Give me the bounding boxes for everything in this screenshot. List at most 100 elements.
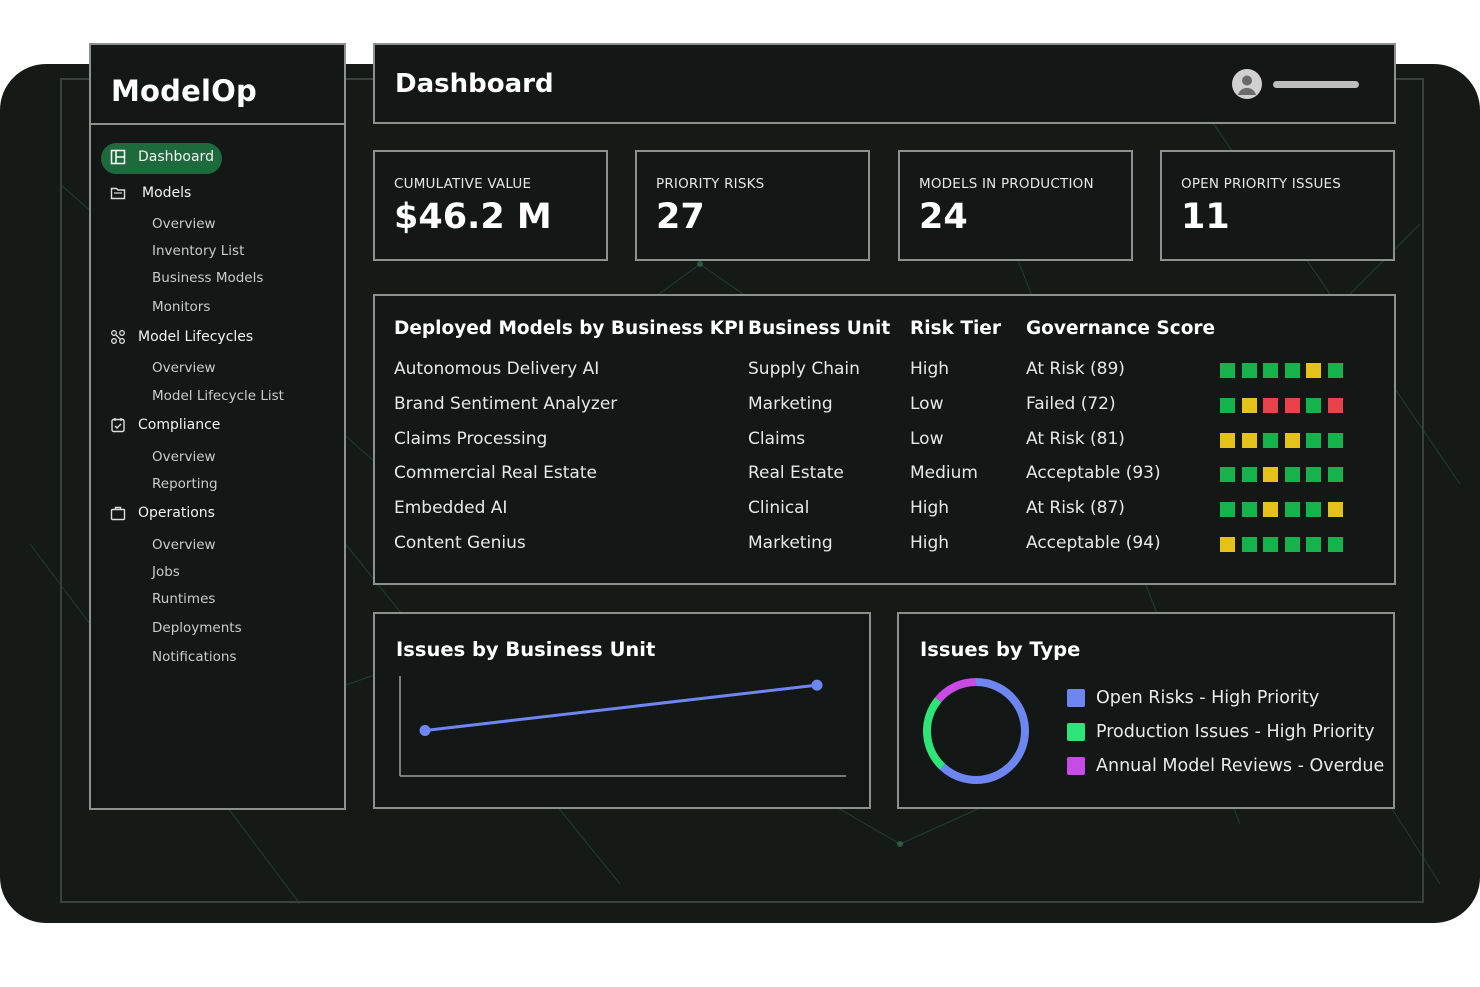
score-square-yellow (1327, 502, 1343, 518)
stat-label: PRIORITY RISKS (656, 176, 765, 192)
legend-swatch (1067, 689, 1085, 707)
deployed-models-table: Deployed Models by Business KPI Business… (373, 294, 1396, 585)
sidebar-item-label: Model Lifecycles (138, 329, 254, 345)
table-cell-score: Acceptable (93) (1026, 463, 1161, 484)
table-cell-unit: Marketing (748, 393, 833, 414)
table-cell-score: At Risk (87) (1026, 498, 1125, 519)
page-title: Dashboard (395, 69, 554, 99)
stat-card-priority-risks: PRIORITY RISKS 27 (635, 150, 870, 261)
score-square-green (1241, 537, 1257, 552)
score-square-green (1220, 363, 1235, 378)
sidebar-item-label: Compliance (138, 417, 221, 433)
legend-item-production-issues: Production Issues - High Priority (1067, 722, 1375, 742)
data-point[interactable] (419, 725, 431, 737)
score-square-green (1220, 502, 1235, 518)
score-square-green (1241, 502, 1257, 518)
score-square-green (1220, 467, 1235, 483)
sidebar-item-runtimes[interactable]: Runtimes (152, 591, 216, 607)
username-placeholder[interactable] (1273, 81, 1359, 88)
table-cell-tier: High (910, 498, 950, 519)
sidebar-item-label: Operations (138, 505, 215, 521)
stat-value: 24 (919, 197, 968, 237)
score-square-green (1263, 537, 1278, 552)
score-square-green (1241, 467, 1257, 483)
governance-score-indicators (1220, 537, 1349, 552)
legend-swatch (1067, 757, 1085, 775)
legend-label: Production Issues - High Priority (1096, 722, 1375, 742)
sidebar-item-label: Dashboard (138, 149, 214, 165)
stat-value: 11 (1181, 197, 1230, 237)
score-square-yellow (1284, 432, 1300, 448)
sidebar-item-notifications[interactable]: Notifications (152, 649, 237, 665)
score-square-yellow (1263, 467, 1278, 483)
sidebar-item-models-overview[interactable]: Overview (152, 216, 216, 232)
score-square-green (1306, 432, 1321, 448)
sidebar-item-monitors[interactable]: Monitors (152, 299, 211, 315)
table-cell-unit: Supply Chain (748, 359, 860, 379)
score-square-green (1306, 502, 1321, 518)
legend-label: Annual Model Reviews - Overdue (1096, 756, 1385, 776)
governance-score-indicators (1220, 502, 1349, 518)
sidebar-item-operations[interactable]: Operations (110, 505, 215, 521)
sidebar-item-dashboard[interactable]: Dashboard (110, 149, 214, 165)
table-header-business-unit: Business Unit (748, 318, 891, 339)
sidebar-item-deployments[interactable]: Deployments (152, 620, 242, 636)
stat-label: MODELS IN PRODUCTION (919, 176, 1094, 192)
score-square-red (1284, 397, 1300, 413)
score-square-green (1327, 432, 1343, 448)
sidebar-active-pill (101, 143, 222, 174)
score-square-yellow (1241, 432, 1257, 448)
briefcase-icon (110, 506, 126, 521)
donut-slice[interactable] (939, 678, 1029, 784)
sidebar-item-jobs[interactable]: Jobs (152, 564, 180, 580)
table-cell-score: Acceptable (94) (1026, 533, 1161, 553)
sidebar-item-label: Models (142, 185, 192, 201)
stat-card-cumulative-value: CUMULATIVE VALUE $46.2 M (373, 150, 608, 261)
dashboard-icon (110, 149, 126, 165)
sidebar-item-model-lifecycles[interactable]: Model Lifecycles (110, 329, 253, 345)
score-square-yellow (1263, 502, 1278, 518)
table-cell-model: Claims Processing (394, 428, 548, 449)
table-cell-model: Content Genius (394, 533, 526, 553)
table-cell-model: Brand Sentiment Analyzer (394, 393, 618, 414)
legend-label: Open Risks - High Priority (1096, 688, 1320, 708)
table-cell-tier: High (910, 359, 950, 379)
issues-by-business-unit-panel: Issues by Business Unit (373, 612, 871, 809)
sidebar-item-operations-overview[interactable]: Overview (152, 537, 216, 553)
sidebar-item-compliance-overview[interactable]: Overview (152, 449, 216, 465)
score-square-green (1327, 467, 1343, 483)
table-cell-model: Embedded AI (394, 498, 508, 519)
stat-value: $46.2 M (394, 197, 552, 237)
donut-slice[interactable] (923, 697, 946, 770)
table-cell-model: Commercial Real Estate (394, 463, 597, 484)
avatar[interactable] (1232, 69, 1262, 99)
panel-title: Issues by Type (920, 638, 1081, 661)
score-square-yellow (1306, 363, 1321, 378)
stat-label: CUMULATIVE VALUE (394, 176, 532, 192)
score-square-green (1306, 467, 1321, 483)
table-header-model: Deployed Models by Business KPI (394, 318, 745, 339)
sidebar-item-compliance[interactable]: Compliance (110, 417, 220, 433)
stat-card-models-in-production: MODELS IN PRODUCTION 24 (898, 150, 1133, 261)
governance-score-indicators (1220, 432, 1349, 448)
sidebar-item-inventory-list[interactable]: Inventory List (152, 243, 245, 259)
sidebar-item-lifecycles-overview[interactable]: Overview (152, 360, 216, 376)
score-square-yellow (1220, 432, 1235, 448)
score-square-yellow (1220, 537, 1235, 552)
score-square-green (1263, 363, 1278, 378)
logo-area: ModelOp (91, 45, 344, 125)
score-square-green (1284, 363, 1300, 378)
score-square-green (1241, 363, 1257, 378)
sidebar-item-model-lifecycle-list[interactable]: Model Lifecycle List (152, 388, 284, 404)
sidebar-item-reporting[interactable]: Reporting (152, 476, 218, 492)
sidebar-item-models[interactable]: Models (110, 185, 191, 201)
folder-icon (110, 187, 126, 200)
sidebar-item-business-models[interactable]: Business Models (152, 270, 264, 286)
data-point[interactable] (811, 679, 823, 691)
sidebar: ModelOp Dashboard Models Overview Invent… (89, 43, 346, 810)
donut-slice[interactable] (935, 678, 977, 703)
score-square-green (1327, 363, 1343, 378)
score-square-red (1263, 397, 1278, 413)
panel-title: Issues by Business Unit (396, 638, 656, 661)
score-square-green (1263, 432, 1278, 448)
